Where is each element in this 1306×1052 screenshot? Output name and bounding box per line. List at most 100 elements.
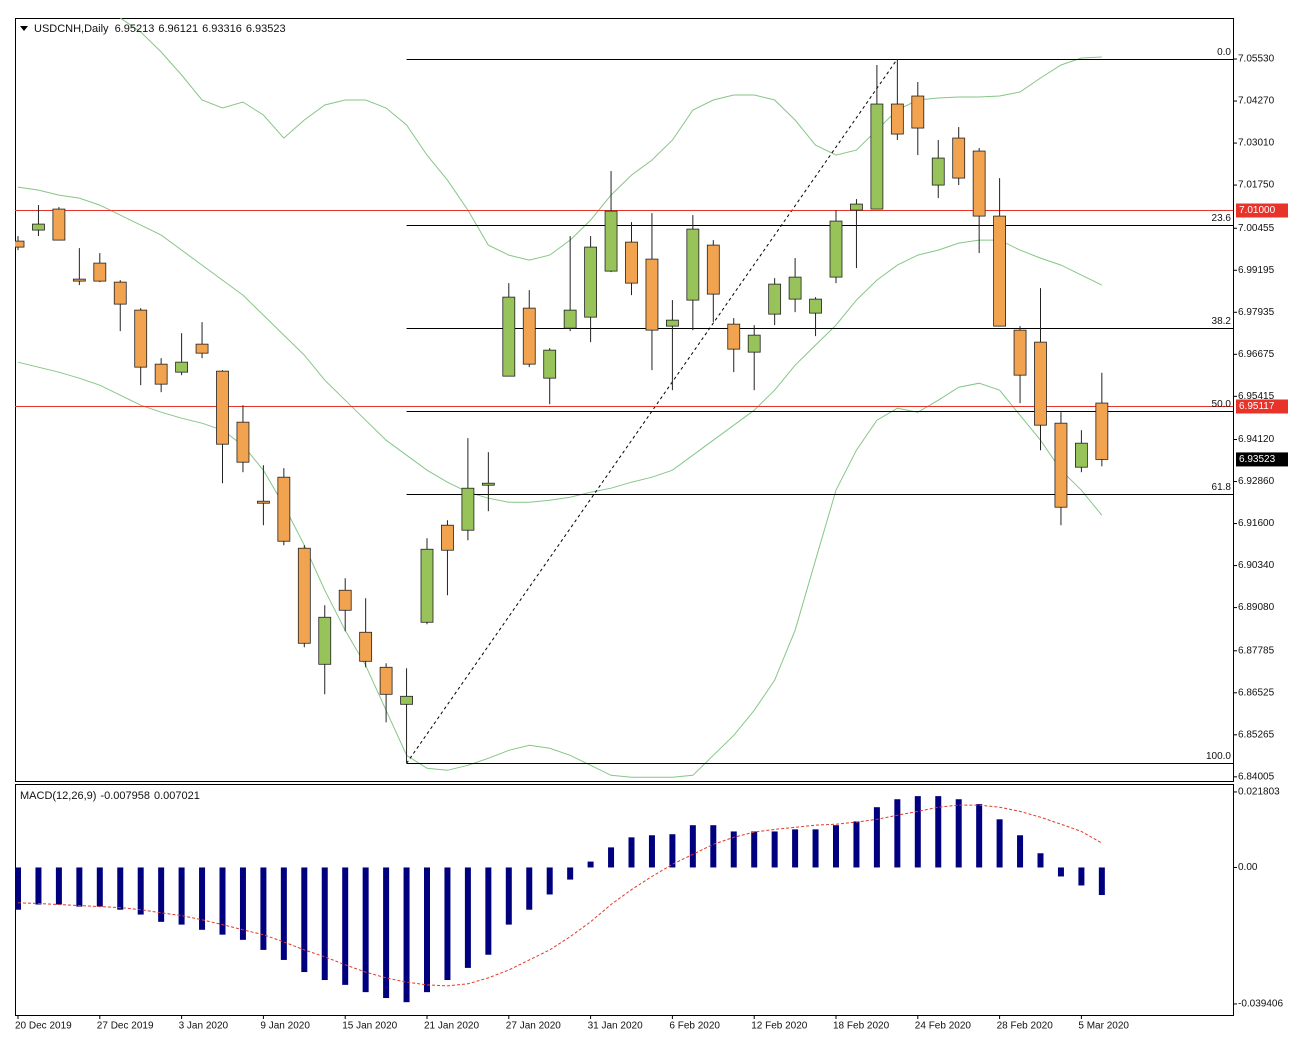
bollinger-lower [17,361,1103,778]
candle-body [1054,422,1068,508]
candle-body [359,631,373,662]
macd-bar [648,835,655,868]
macd-bar [35,867,42,905]
price-line-tag [1236,203,1288,218]
y-tick-label: 6.99195 [1238,265,1275,276]
candle-body [706,244,720,295]
candle-body [788,276,802,300]
fib-label: 50.0 [1212,399,1232,410]
y-tick-label: 6.86525 [1238,687,1275,698]
x-tick-label: 5 Mar 2020 [1078,1021,1129,1032]
candle-body [318,616,332,665]
y-tick-label: 7.01750 [1238,180,1275,191]
x-tick-label: 20 Dec 2019 [15,1021,72,1032]
macd-bar [996,819,1003,868]
x-tick-label: 18 Feb 2020 [833,1021,890,1032]
candle-body [52,208,66,241]
macd-bar [1098,867,1105,896]
fib-label: 61.8 [1212,482,1232,493]
y-tick-label: 6.94120 [1238,434,1275,445]
bollinger-middle [17,186,1103,503]
x-tick-label: 3 Jan 2020 [179,1021,229,1032]
candle-body [890,103,904,135]
price-line-tag [1236,399,1288,414]
candle-body [1075,442,1088,468]
macd-bar [55,867,62,905]
candle-body [829,220,843,278]
macd-plot [15,796,1105,1003]
candle-body [441,524,454,551]
x-tick-label: 31 Jan 2020 [588,1021,643,1032]
macd-bar [587,861,594,868]
candle-body [297,547,311,644]
macd-bar [383,867,390,999]
candle-body [666,319,679,327]
candle-body [563,309,577,329]
macd-bar [485,867,492,955]
macd-bar [1017,835,1024,868]
candle-body [400,695,413,705]
macd-bar [730,831,737,868]
candle-body [379,666,393,695]
x-tick-label: 15 Jan 2020 [342,1021,397,1032]
macd-bar [117,867,124,910]
macd-bar [96,867,103,907]
x-tick-label: 9 Jan 2020 [260,1021,310,1032]
x-tick-label: 28 Feb 2020 [997,1021,1054,1032]
header-close: 6.93523 [246,23,286,35]
y-tick-label: 6.92860 [1238,476,1275,487]
candle-body [604,210,618,272]
macd-bar [976,804,983,868]
macd-bar [505,867,512,925]
macd-bar [424,867,430,993]
candle-body [338,589,352,611]
chart-header: USDCNH,Daily 6.95213 6.96121 6.93316 6.93523 [34,23,286,35]
current-price-tag [1236,452,1288,467]
candle-body [809,298,822,314]
y-tick-label: 6.84005 [1238,771,1275,782]
macd-signal-value: 0.007021 [154,790,200,802]
fib-trendline [406,58,898,764]
macd-bar [301,867,308,973]
macd-bar [792,829,799,868]
macd-bar [137,867,144,915]
candle-body [522,307,536,365]
macd-bar [526,867,533,910]
y-tick-label: 6.85265 [1238,729,1275,740]
macd-bar [669,834,676,868]
macd-bar [219,867,226,935]
candle-body [768,283,782,315]
x-tick-label: 21 Jan 2020 [424,1021,479,1032]
candle-body [420,548,434,623]
candle-body [584,246,597,318]
macd-bar [260,867,267,950]
macd-bar [914,796,921,868]
macd-bar [833,825,839,868]
y-tick-label: 7.05530 [1238,54,1275,65]
macd-y-tick-label: -0.039406 [1238,999,1283,1010]
fib-label: 23.6 [1212,213,1232,224]
candle-body [195,343,209,354]
candle-body [931,157,945,186]
candle-body [1095,402,1109,460]
x-tick-label: 27 Dec 2019 [97,1021,154,1032]
macd-bar [178,867,185,925]
header-open: 6.95213 [115,23,155,35]
y-tick-label: 6.96675 [1238,349,1275,360]
macd-bar [771,831,778,868]
symbol: USDCNH,Daily [34,23,109,35]
macd-y-tick-label: 0.021803 [1238,787,1280,798]
candle-body [93,262,107,282]
main-plot [15,18,1233,778]
candle-body [461,487,475,531]
candle-body [256,500,270,504]
macd-bar [342,867,349,985]
candle-body [236,421,250,463]
candle-body [72,278,86,282]
macd-bar [362,867,369,993]
collapse-icon[interactable] [20,26,28,31]
axes: 7.05530 7.04270 7.03010 7.01750 7.00455 6.991… [15,54,1283,1032]
macd-signal [17,804,1103,987]
